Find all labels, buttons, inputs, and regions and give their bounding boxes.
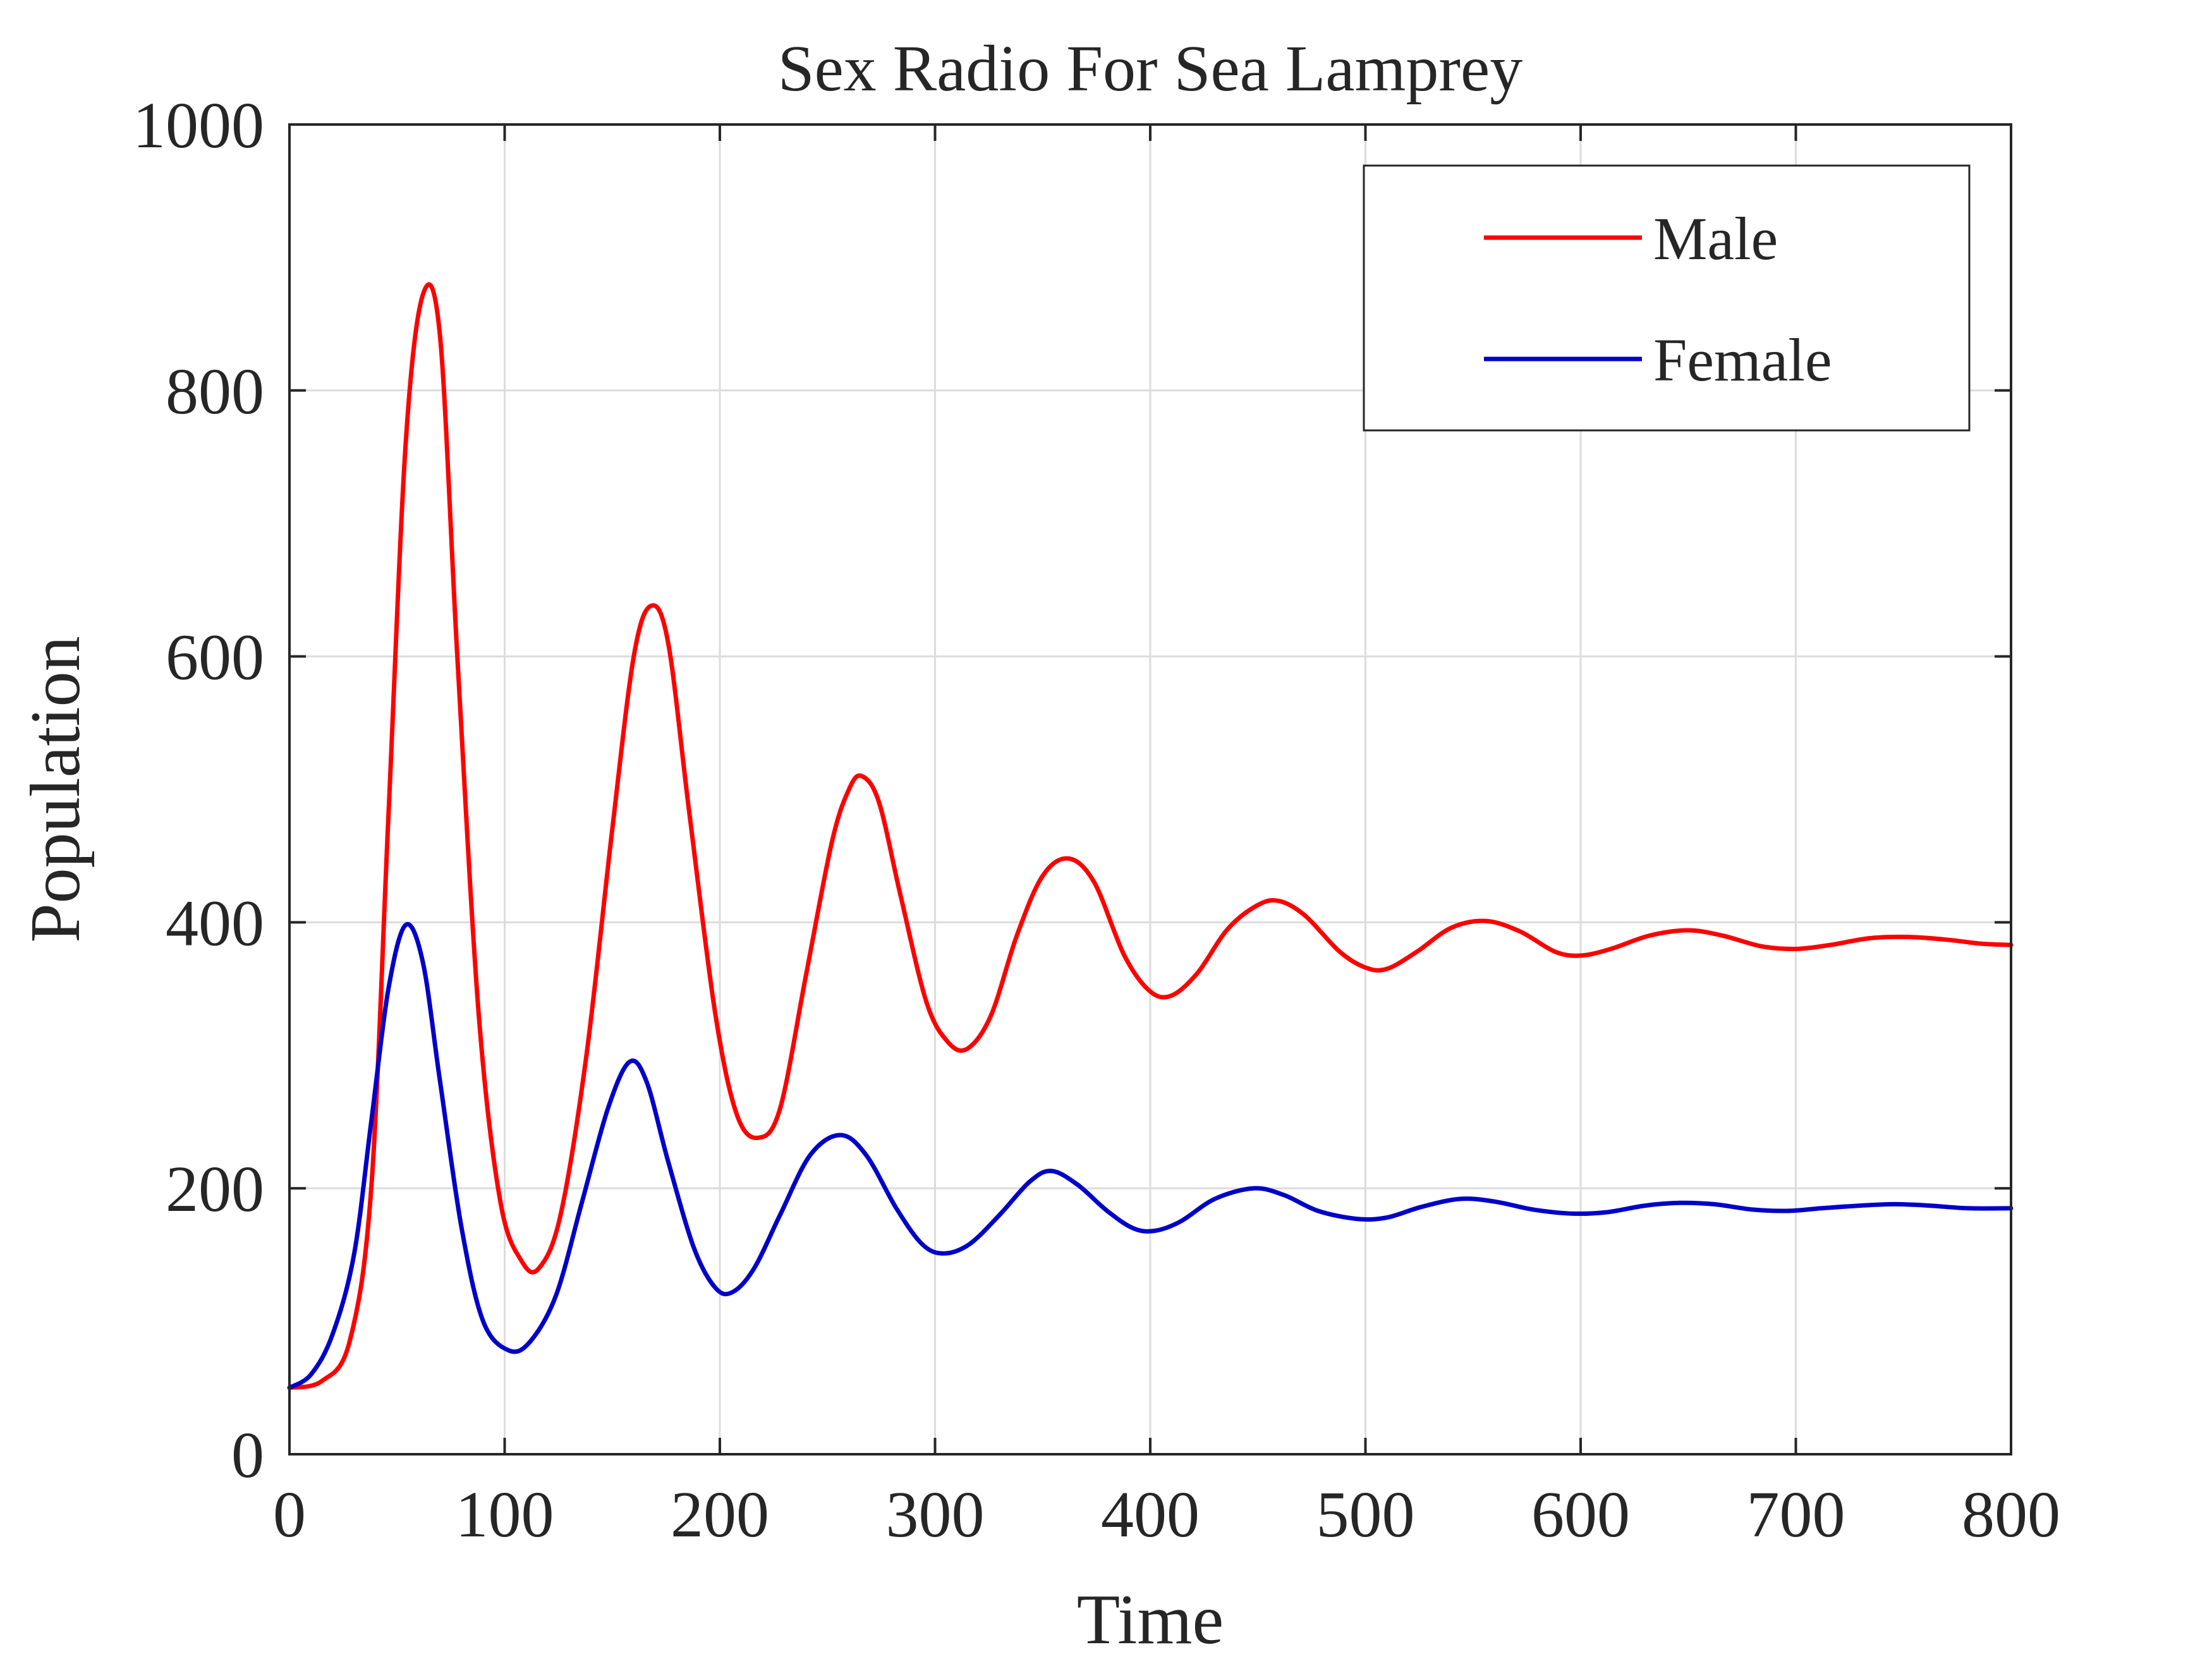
tick-labels: 0 100 200 300 400 500 600 700 800 0 200 400 600 800 10… [133,89,2060,1551]
series-line-male [287,282,2014,1390]
legend: Male Female [1363,164,1971,432]
y-tick-label: 1000 [133,89,264,162]
y-tick-label: 0 [231,1419,264,1492]
x-tick-label: 600 [1531,1478,1630,1551]
series-lines [287,282,2014,1390]
chart-title: Sex Radio For Sea Lamprey [778,32,1522,105]
x-tick-label: 500 [1316,1478,1415,1551]
legend-label-female: Female [1653,326,1832,394]
y-axis-label: Population [16,636,95,942]
series-line-female [287,921,2014,1390]
axis-ticks [288,123,2012,1455]
x-axis-label: Time [1077,1581,1224,1659]
y-tick-label: 600 [166,621,264,694]
x-tick-label: 300 [886,1478,985,1551]
x-tick-label: 400 [1101,1478,1200,1551]
x-tick-label: 800 [1962,1478,2060,1551]
y-tick-label: 800 [166,355,264,428]
x-tick-label: 100 [456,1478,554,1551]
y-tick-label: 200 [166,1153,264,1225]
y-tick-label: 400 [166,887,264,959]
x-tick-label: 700 [1747,1478,1845,1551]
legend-label-male: Male [1653,205,1778,272]
x-tick-label: 0 [273,1478,306,1551]
legend-box [1363,164,1971,432]
x-tick-label: 200 [671,1478,769,1551]
